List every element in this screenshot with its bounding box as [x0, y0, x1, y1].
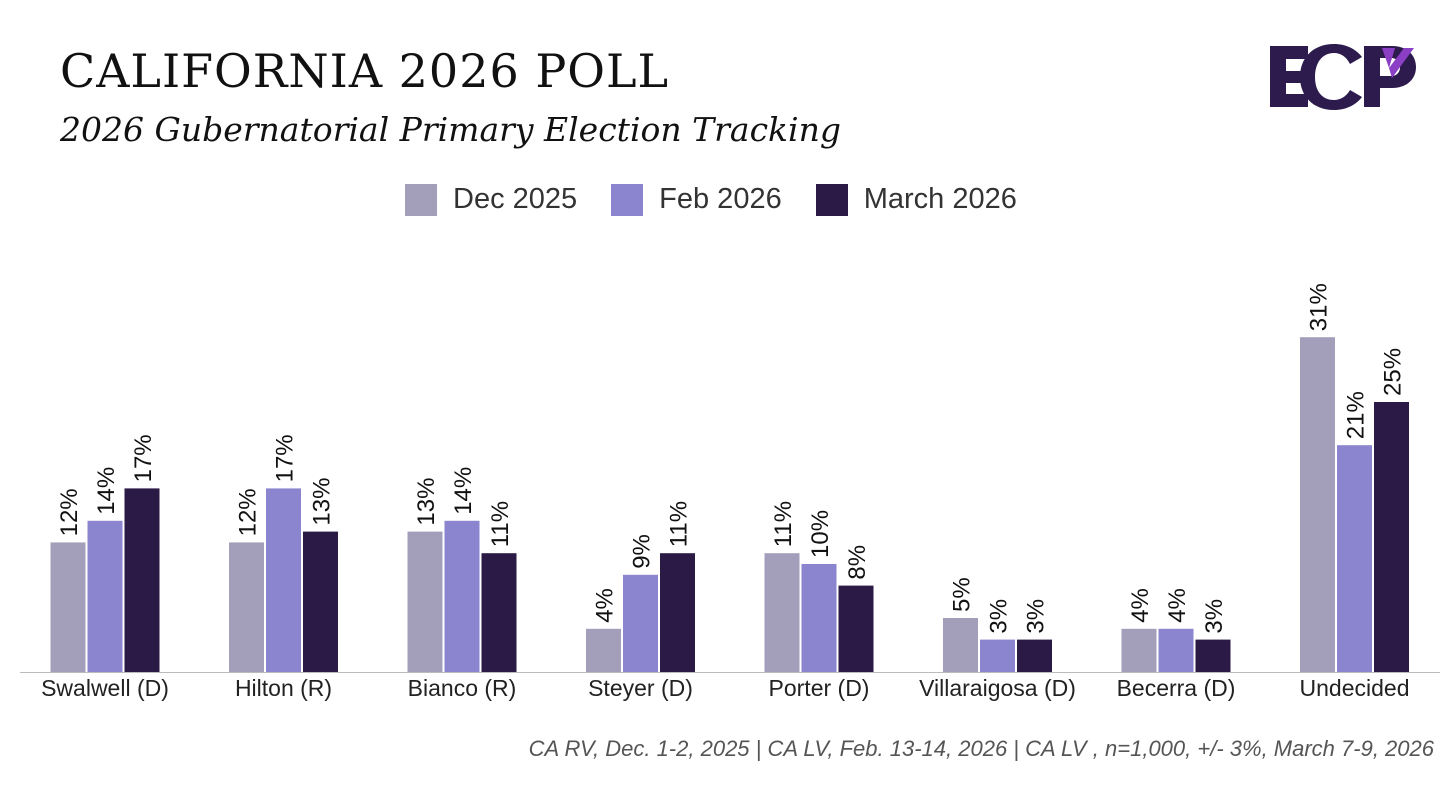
data-label: 11% — [487, 501, 514, 547]
bar — [87, 520, 123, 672]
data-label: 13% — [413, 478, 440, 526]
category-label: Porter (D) — [769, 675, 870, 701]
bar — [229, 542, 264, 672]
legend-label: March 2026 — [863, 183, 1017, 215]
legend-label: Feb 2026 — [659, 183, 782, 215]
data-label: 14% — [450, 467, 477, 515]
bar — [1374, 402, 1409, 672]
bar — [481, 553, 517, 672]
bar — [407, 531, 443, 672]
data-label: 13% — [309, 478, 336, 526]
legend-item-feb-2026: Feb 2026 — [611, 183, 782, 216]
bar — [124, 488, 160, 672]
data-label: 4% — [1164, 588, 1191, 623]
data-label: 14% — [93, 467, 120, 515]
data-label: 3% — [1023, 599, 1050, 634]
chart-subtitle: 2026 Gubernatorial Primary Election Trac… — [60, 110, 841, 149]
data-label: 4% — [1127, 588, 1154, 623]
bar — [1195, 639, 1231, 672]
data-label: 9% — [629, 534, 656, 569]
logo-letter-c — [1300, 44, 1362, 110]
bar — [1121, 628, 1157, 672]
logo-accent-mark — [1382, 48, 1414, 78]
source-footnote: CA RV, Dec. 1-2, 2025 | CA LV, Feb. 13-1… — [528, 736, 1434, 761]
ecp-logo — [1270, 44, 1416, 110]
data-label: 4% — [592, 588, 619, 623]
legend-swatch — [815, 183, 848, 216]
chart-title: CALIFORNIA 2026 POLL — [60, 44, 670, 98]
legend-item-dec-2025: Dec 2025 — [405, 183, 577, 216]
legend-swatch — [611, 183, 644, 216]
bar — [660, 553, 695, 672]
data-label: 10% — [807, 510, 834, 558]
data-label: 17% — [130, 434, 157, 482]
category-label: Undecided — [1300, 675, 1410, 701]
category-label: Swalwell (D) — [41, 675, 169, 701]
bar — [980, 639, 1015, 672]
data-label: 11% — [666, 501, 693, 547]
bar-chart: 12% 14% 17% Swalwell (D) 12% 17% 13% Hilton (R)… — [20, 283, 1440, 701]
category-label: Steyer (D) — [588, 675, 693, 701]
bar — [586, 628, 621, 672]
data-label: 11% — [770, 501, 797, 547]
data-label: 8% — [844, 545, 871, 580]
data-label: 5% — [949, 577, 976, 612]
bar — [266, 488, 301, 672]
category-label: Bianco (R) — [408, 675, 517, 701]
data-label: 12% — [235, 488, 262, 536]
chart-legend: Dec 2025 Feb 2026 March 2026 — [405, 183, 1017, 216]
category-label: Becerra (D) — [1117, 675, 1236, 701]
bar — [1300, 337, 1335, 672]
bar — [838, 585, 874, 672]
data-label: 21% — [1343, 391, 1370, 439]
bar — [1158, 628, 1194, 672]
data-label: 3% — [986, 599, 1013, 634]
bar — [303, 531, 338, 672]
bar — [623, 574, 658, 672]
category-label: Villaraigosa (D) — [919, 675, 1076, 701]
bar — [764, 553, 800, 672]
logo-letter-p — [1364, 46, 1380, 107]
data-label: 3% — [1201, 599, 1228, 634]
legend-label: Dec 2025 — [453, 183, 578, 215]
bar — [943, 618, 978, 672]
data-label: 12% — [56, 488, 83, 536]
data-label: 31% — [1306, 283, 1333, 331]
bar — [50, 542, 86, 672]
legend-item-march-2026: March 2026 — [815, 183, 1017, 216]
data-label: 25% — [1380, 348, 1407, 396]
legend-swatch — [405, 183, 437, 216]
logo-letter-e — [1270, 46, 1308, 107]
bar — [1337, 445, 1372, 672]
category-label: Hilton (R) — [235, 675, 332, 701]
data-label: 17% — [272, 434, 299, 482]
bar — [801, 564, 837, 672]
bar — [444, 520, 480, 672]
bar — [1017, 639, 1052, 672]
